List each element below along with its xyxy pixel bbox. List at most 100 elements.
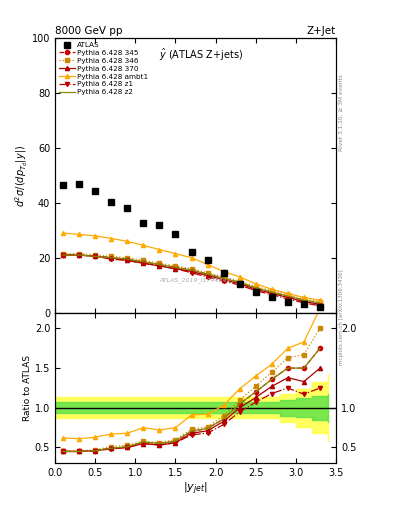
Pythia 6.428 ambt1 — [109, 236, 114, 242]
Pythia 6.428 z1 — [61, 252, 65, 258]
Pythia 6.428 z2 — [301, 297, 306, 303]
Pythia 6.428 370 — [93, 253, 97, 260]
Pythia 6.428 346 — [253, 284, 258, 290]
Pythia 6.428 z1 — [77, 252, 81, 258]
Pythia 6.428 z2 — [173, 264, 178, 270]
Pythia 6.428 345 — [93, 253, 97, 260]
Pythia 6.428 z2 — [189, 267, 194, 273]
Y-axis label: $d^2\sigma/(dp_{T_d}|y|)$: $d^2\sigma/(dp_{T_d}|y|)$ — [13, 144, 30, 207]
Pythia 6.428 ambt1 — [221, 268, 226, 274]
Pythia 6.428 345 — [61, 252, 65, 258]
Pythia 6.428 z2 — [237, 280, 242, 286]
Pythia 6.428 370 — [221, 276, 226, 283]
ATLAS — [157, 222, 162, 228]
Pythia 6.428 346 — [205, 270, 210, 276]
Text: 8000 GeV pp: 8000 GeV pp — [55, 26, 123, 36]
Pythia 6.428 345 — [189, 267, 194, 273]
Pythia 6.428 346 — [237, 278, 242, 284]
Text: ATLAS_2019_I1744242: ATLAS_2019_I1744242 — [160, 277, 231, 283]
Pythia 6.428 ambt1 — [173, 250, 178, 257]
X-axis label: $|y_{jet}|$: $|y_{jet}|$ — [183, 481, 208, 497]
Pythia 6.428 z1 — [318, 303, 322, 309]
ATLAS — [237, 281, 242, 287]
ATLAS — [221, 270, 226, 276]
Pythia 6.428 345 — [157, 262, 162, 268]
Pythia 6.428 345 — [253, 285, 258, 291]
Pythia 6.428 346 — [285, 292, 290, 298]
Pythia 6.428 346 — [270, 288, 274, 294]
Pythia 6.428 370 — [125, 258, 130, 264]
Pythia 6.428 370 — [77, 252, 81, 258]
Pythia 6.428 346 — [93, 252, 97, 258]
Line: Pythia 6.428 z2: Pythia 6.428 z2 — [63, 255, 320, 303]
Pythia 6.428 z1 — [189, 270, 194, 276]
Pythia 6.428 z1 — [270, 292, 274, 298]
Pythia 6.428 345 — [318, 300, 322, 306]
Pythia 6.428 z2 — [77, 252, 81, 258]
Pythia 6.428 z1 — [141, 260, 146, 266]
Pythia 6.428 z1 — [237, 282, 242, 288]
Pythia 6.428 370 — [141, 260, 146, 266]
Pythia 6.428 z1 — [93, 253, 97, 260]
Pythia 6.428 370 — [285, 294, 290, 301]
Pythia 6.428 z1 — [157, 263, 162, 269]
Pythia 6.428 370 — [205, 272, 210, 279]
Pythia 6.428 345 — [141, 259, 146, 265]
Pythia 6.428 370 — [173, 266, 178, 272]
Pythia 6.428 370 — [189, 268, 194, 274]
Pythia 6.428 ambt1 — [285, 290, 290, 296]
Y-axis label: Ratio to ATLAS: Ratio to ATLAS — [23, 355, 32, 421]
ATLAS — [93, 187, 97, 194]
ATLAS — [205, 258, 210, 264]
Pythia 6.428 z2 — [141, 259, 146, 265]
Pythia 6.428 345 — [237, 280, 242, 286]
Pythia 6.428 370 — [109, 254, 114, 261]
Pythia 6.428 ambt1 — [141, 242, 146, 248]
Pythia 6.428 346 — [141, 258, 146, 264]
ATLAS — [270, 294, 274, 301]
Pythia 6.428 346 — [301, 296, 306, 302]
Text: Z+Jet: Z+Jet — [307, 26, 336, 36]
Pythia 6.428 346 — [173, 263, 178, 269]
ATLAS — [285, 298, 290, 305]
Pythia 6.428 345 — [301, 297, 306, 303]
Text: Rivet 3.1.10, ≥ 3M events: Rivet 3.1.10, ≥ 3M events — [339, 74, 344, 151]
Pythia 6.428 370 — [237, 281, 242, 287]
ATLAS — [125, 205, 130, 211]
Pythia 6.428 z2 — [253, 285, 258, 291]
Pythia 6.428 346 — [109, 253, 114, 260]
Pythia 6.428 z2 — [270, 289, 274, 295]
Text: $\hat{y}$ (ATLAS Z+jets): $\hat{y}$ (ATLAS Z+jets) — [159, 47, 243, 63]
ATLAS — [77, 181, 81, 187]
Text: mcplots.cern.ch [arXiv:1306.3436]: mcplots.cern.ch [arXiv:1306.3436] — [339, 270, 344, 365]
Pythia 6.428 345 — [285, 293, 290, 299]
Pythia 6.428 ambt1 — [237, 274, 242, 280]
ATLAS — [109, 199, 114, 205]
Pythia 6.428 346 — [157, 260, 162, 266]
Pythia 6.428 346 — [221, 274, 226, 280]
ATLAS — [301, 301, 306, 307]
Line: Pythia 6.428 345: Pythia 6.428 345 — [61, 253, 322, 305]
Line: Pythia 6.428 370: Pythia 6.428 370 — [61, 253, 322, 306]
Pythia 6.428 ambt1 — [157, 246, 162, 252]
Line: Pythia 6.428 ambt1: Pythia 6.428 ambt1 — [61, 231, 322, 302]
Pythia 6.428 ambt1 — [93, 233, 97, 239]
ATLAS — [253, 289, 258, 295]
Pythia 6.428 346 — [189, 266, 194, 272]
Line: Pythia 6.428 z1: Pythia 6.428 z1 — [61, 253, 322, 308]
Pythia 6.428 370 — [157, 263, 162, 269]
Pythia 6.428 ambt1 — [301, 294, 306, 301]
Pythia 6.428 z2 — [285, 293, 290, 299]
Pythia 6.428 ambt1 — [205, 262, 210, 268]
Pythia 6.428 z1 — [253, 288, 258, 294]
Pythia 6.428 ambt1 — [318, 297, 322, 303]
Pythia 6.428 345 — [109, 254, 114, 261]
Pythia 6.428 346 — [125, 254, 130, 261]
Pythia 6.428 z2 — [205, 271, 210, 278]
Pythia 6.428 z2 — [93, 253, 97, 260]
Pythia 6.428 370 — [61, 252, 65, 258]
Pythia 6.428 z1 — [109, 256, 114, 262]
Pythia 6.428 z1 — [125, 258, 130, 264]
Pythia 6.428 z1 — [301, 300, 306, 306]
ATLAS — [173, 231, 178, 238]
